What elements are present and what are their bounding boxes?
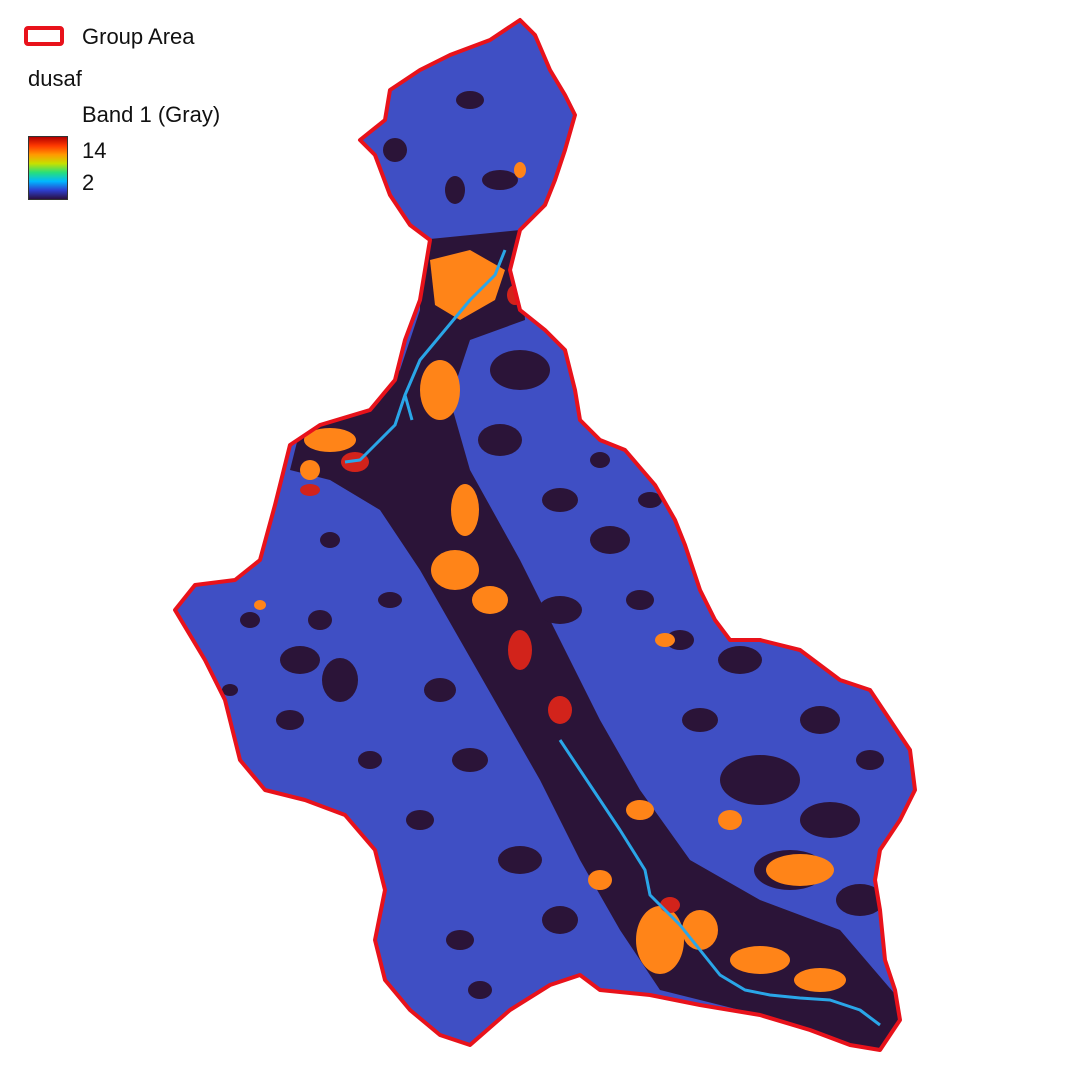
dark-class-valley-band — [290, 230, 900, 1050]
orange-class-patches — [254, 162, 846, 992]
band-label: Band 1 (Gray) — [82, 102, 221, 127]
group-area-boundary[interactable] — [173, 18, 917, 1052]
group-area-label: Group Area — [82, 24, 195, 49]
layer-name-label: dusaf — [28, 66, 82, 91]
ramp-min-label: 2 — [82, 170, 95, 195]
color-ramp-swatch — [28, 136, 68, 200]
ramp-max-label: 14 — [82, 138, 107, 163]
group-area-fill — [175, 20, 915, 1050]
group-area-swatch — [24, 26, 64, 46]
river-line — [344, 249, 881, 1027]
